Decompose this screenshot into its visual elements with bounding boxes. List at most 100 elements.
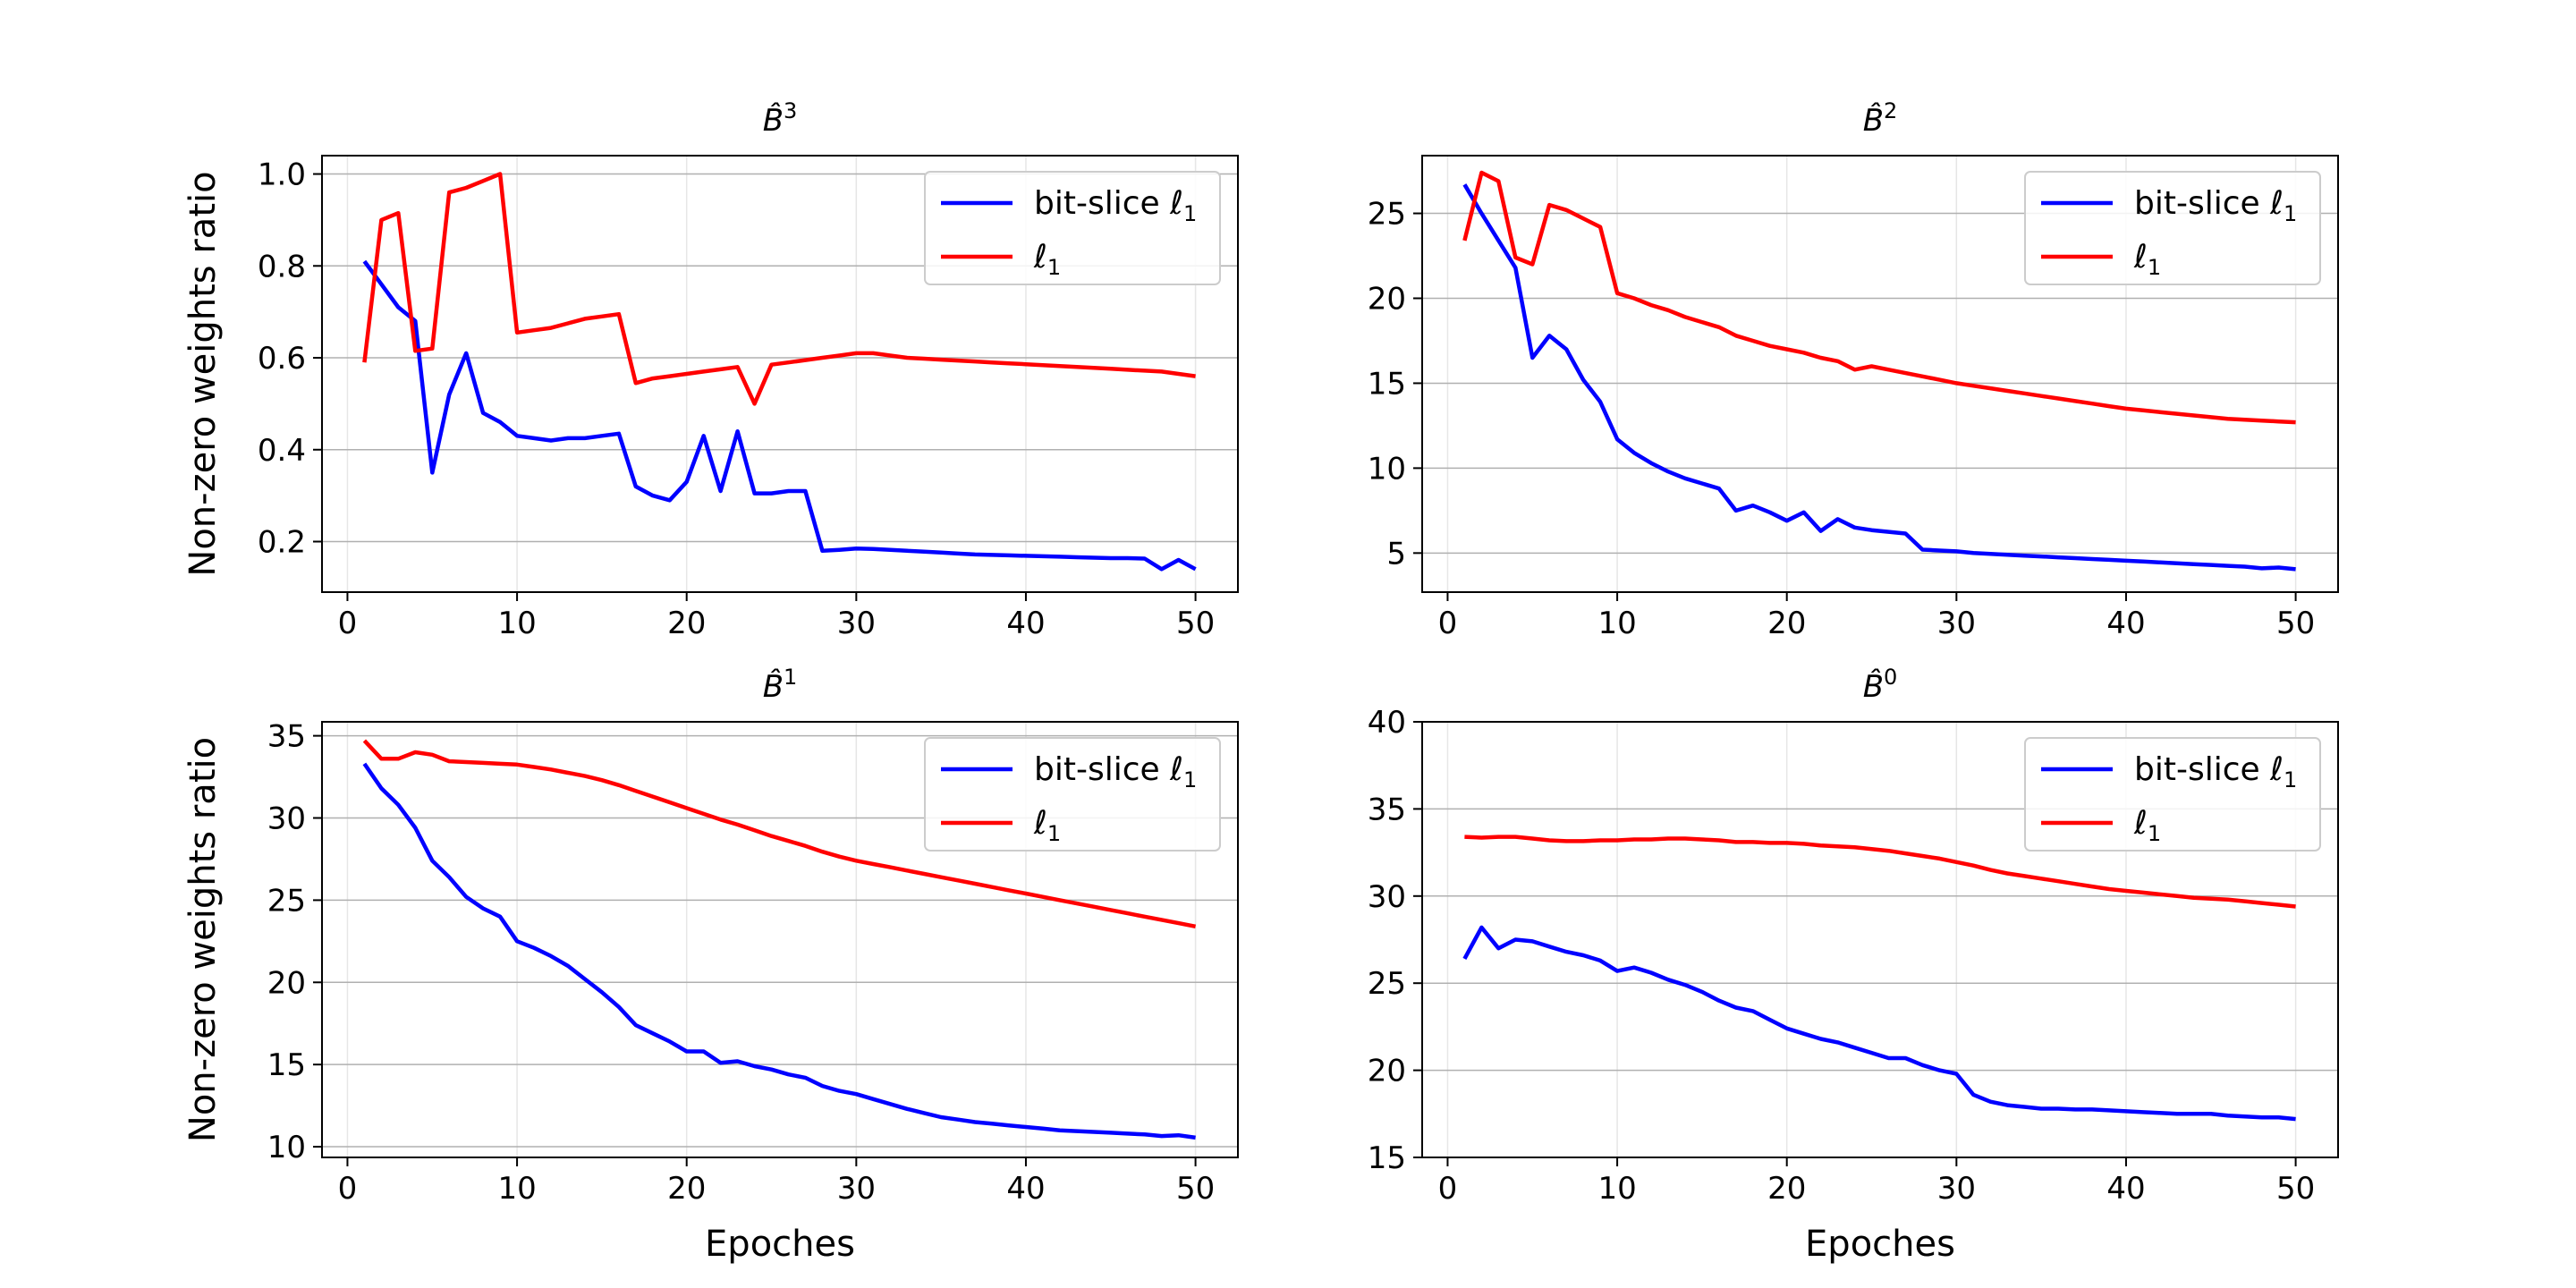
x-tick-label: 0 — [338, 1171, 358, 1207]
y-tick-label: 30 — [1368, 879, 1406, 915]
y-tick-label: 0.8 — [258, 249, 306, 284]
x-tick-label: 30 — [1937, 1171, 1976, 1207]
y-tick-label: 0.6 — [258, 341, 306, 377]
series-line-l1 — [1464, 835, 2296, 909]
y-tick-label: 35 — [267, 719, 306, 755]
x-tick-label: 30 — [837, 606, 876, 641]
title-letter: B̂ — [763, 668, 784, 705]
x-tick-label: 30 — [1937, 606, 1976, 641]
x-tick-label: 20 — [1767, 606, 1806, 641]
y-tick-label: 35 — [1368, 792, 1406, 827]
y-tick-label: 15 — [1368, 1140, 1406, 1176]
y-tick-label: 25 — [1368, 197, 1406, 233]
title-superscript: 0 — [1884, 665, 1897, 690]
legend-name: bit-slice ℓ — [1034, 751, 1183, 788]
y-tick-label: 0.4 — [258, 433, 306, 469]
legend-entry-bit-slice-l1: bit-slice ℓ1 — [2134, 751, 2297, 792]
y-tick-label: 1.0 — [258, 157, 306, 193]
chart-panel-3: 0 10 20 30 40 50152025303540B̂0Epochesbit-sli… — [1368, 665, 2339, 1265]
y-tick-label: 10 — [267, 1130, 306, 1165]
y-axis-label: Non-zero weights ratio — [182, 737, 224, 1142]
x-tick-label: 0 — [1438, 606, 1458, 641]
legend-entry-l1: ℓ1 — [2133, 239, 2161, 280]
x-tick-label: 20 — [667, 606, 706, 641]
legend-subscript: 1 — [1183, 767, 1197, 792]
series-line-l1 — [1462, 170, 2296, 425]
title-superscript: 3 — [784, 98, 797, 123]
legend-subscript: 1 — [1183, 201, 1197, 226]
legend-subscript: 1 — [1047, 821, 1061, 846]
plot-frame — [321, 155, 1239, 593]
legend-entry-l1: ℓ1 — [2133, 805, 2161, 846]
y-tick-label: 30 — [267, 801, 306, 837]
y-tick-label: 0.2 — [258, 524, 306, 560]
y-axis-label: Non-zero weights ratio — [182, 171, 224, 576]
x-tick-label: 40 — [1006, 1171, 1045, 1207]
legend-subscript: 1 — [2148, 255, 2161, 280]
legend-entry-l1: ℓ1 — [1033, 805, 1061, 846]
x-tick-label: 50 — [1176, 606, 1215, 641]
title-letter: B̂ — [763, 102, 784, 139]
y-tick-label: 20 — [1368, 282, 1406, 318]
legend-entry-bit-slice-l1: bit-slice ℓ1 — [2134, 185, 2297, 226]
x-tick-label: 50 — [2276, 606, 2315, 641]
legend-name: ℓ — [2133, 239, 2148, 275]
x-axis-label: Epoches — [705, 1224, 855, 1265]
series-line-l1 — [362, 172, 1196, 406]
legend-subscript: 1 — [2148, 821, 2161, 846]
chart-title: B̂0 — [1863, 665, 1898, 705]
chart-title: B̂2 — [1863, 98, 1898, 139]
legend-entry-bit-slice-l1: bit-slice ℓ1 — [1034, 751, 1197, 792]
x-tick-label: 20 — [667, 1171, 706, 1207]
x-tick-label: 10 — [497, 1171, 536, 1207]
x-tick-label: 50 — [2276, 1171, 2315, 1207]
x-tick-label: 20 — [1767, 1171, 1806, 1207]
series-line-bit-slice-l1 — [362, 259, 1197, 572]
series-line-bit-slice-l1 — [1462, 183, 2296, 572]
plot-frame — [1421, 155, 2339, 593]
x-tick-label: 40 — [1006, 606, 1045, 641]
title-letter: B̂ — [1863, 102, 1884, 139]
x-tick-label: 10 — [1597, 606, 1636, 641]
x-tick-label: 0 — [1438, 1171, 1458, 1207]
y-tick-label: 15 — [267, 1047, 306, 1083]
plot-frame — [1421, 721, 2339, 1158]
y-tick-label: 25 — [1368, 966, 1406, 1002]
legend-name: ℓ — [1033, 805, 1047, 842]
legend-subscript: 1 — [2284, 767, 2297, 792]
plot-frame — [321, 721, 1239, 1158]
legend-subscript: 1 — [1047, 255, 1061, 280]
title-superscript: 2 — [1884, 98, 1897, 123]
y-tick-label: 5 — [1386, 536, 1406, 572]
x-tick-label: 50 — [1176, 1171, 1215, 1207]
legend-subscript: 1 — [2284, 201, 2297, 226]
y-tick-label: 40 — [1368, 705, 1406, 741]
x-tick-label: 10 — [1597, 1171, 1636, 1207]
y-tick-label: 20 — [267, 965, 306, 1001]
y-tick-label: 10 — [1368, 451, 1406, 487]
y-tick-label: 25 — [267, 883, 306, 919]
x-tick-label: 0 — [338, 606, 358, 641]
title-letter: B̂ — [1863, 668, 1884, 705]
legend-entry-bit-slice-l1: bit-slice ℓ1 — [1034, 185, 1197, 226]
series-line-l1 — [362, 739, 1197, 929]
x-tick-label: 30 — [837, 1171, 876, 1207]
legend-name: ℓ — [1033, 239, 1047, 275]
x-tick-label: 40 — [2106, 1171, 2145, 1207]
y-tick-label: 15 — [1368, 366, 1406, 402]
x-tick-label: 40 — [2106, 606, 2145, 641]
legend-name: bit-slice ℓ — [2134, 185, 2284, 222]
chart-panel-0: 0 10 20 30 40 50 0.2 0.4 0.6 0.8 1.0 B̂3 Non-zero we… — [182, 98, 1239, 641]
legend-name: bit-slice ℓ — [1034, 185, 1183, 222]
chart-title: B̂1 — [763, 665, 798, 705]
legend-name: bit-slice ℓ — [2134, 751, 2284, 788]
title-superscript: 1 — [784, 665, 797, 690]
x-axis-label: Epoches — [1805, 1224, 1955, 1265]
